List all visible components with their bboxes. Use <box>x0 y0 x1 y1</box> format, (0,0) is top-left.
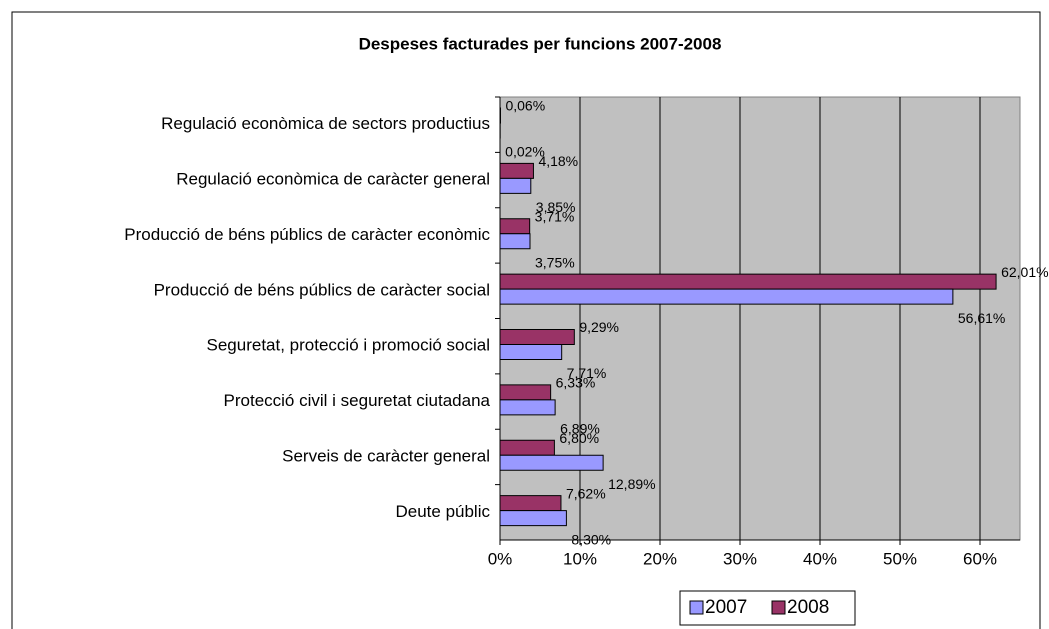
value-label: 0,02% <box>505 144 545 160</box>
value-label: 3,85% <box>536 199 576 215</box>
y-tick-label: Seguretat, protecció i promoció social <box>207 336 490 355</box>
legend-label: 2007 <box>705 597 747 618</box>
x-tick-label: 50% <box>883 549 917 568</box>
y-tick-label: Regulació econòmica de caràcter general <box>176 170 490 189</box>
y-tick-label: Producció de béns públics de caràcter ec… <box>124 225 490 244</box>
value-label: 9,29% <box>579 319 619 335</box>
value-label: 3,71% <box>535 208 575 224</box>
bar <box>499 454 604 471</box>
x-tick-label: 30% <box>723 549 757 568</box>
bar <box>499 439 555 456</box>
y-tick-label: Serveis de caràcter general <box>282 446 490 465</box>
bar <box>499 344 563 360</box>
x-tick-label: 10% <box>563 549 597 568</box>
value-label: 3,75% <box>535 254 575 270</box>
y-tick-label: Regulació econòmica de sectors productiu… <box>161 114 490 133</box>
bar <box>499 288 954 305</box>
value-label: 8,30% <box>571 531 611 547</box>
bar <box>499 384 552 401</box>
value-label: 0,06% <box>505 98 545 114</box>
bar <box>499 495 562 512</box>
y-tick-label: Deute públic <box>395 502 490 521</box>
bar <box>499 233 531 250</box>
value-label: 7,71% <box>567 365 607 381</box>
y-tick-label: Producció de béns públics de caràcter so… <box>154 280 490 299</box>
bar <box>499 218 531 235</box>
value-label: 6,33% <box>556 375 596 391</box>
x-tick-label: 20% <box>643 549 677 568</box>
value-label: 6,89% <box>560 421 600 437</box>
bar <box>499 399 556 416</box>
value-label: 56,61% <box>958 310 1005 326</box>
value-label: 12,89% <box>608 476 655 492</box>
value-label: 4,18% <box>538 153 578 169</box>
bar <box>499 177 532 194</box>
value-label: 7,62% <box>566 485 606 501</box>
legend-swatch <box>689 600 704 615</box>
bar <box>499 510 567 527</box>
bar <box>499 329 575 345</box>
value-label: 6,80% <box>559 430 599 446</box>
chart-title: Despeses facturades per funcions 2007-20… <box>359 34 722 53</box>
value-label: 62,01% <box>1001 264 1048 280</box>
legend-label: 2008 <box>787 597 829 618</box>
y-tick-label: Protecció civil i seguretat ciutadana <box>224 391 491 410</box>
chart-frame <box>11 11 1041 629</box>
legend-swatch <box>771 600 786 615</box>
x-tick-label: 60% <box>963 549 997 568</box>
bar <box>499 162 534 179</box>
x-tick-label: 0% <box>488 549 513 568</box>
bar <box>499 273 997 290</box>
legend-box <box>679 590 856 626</box>
x-tick-label: 40% <box>803 549 837 568</box>
